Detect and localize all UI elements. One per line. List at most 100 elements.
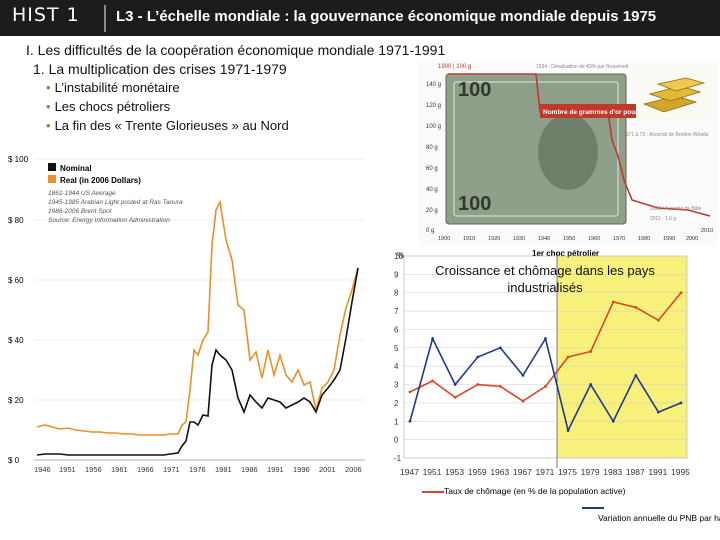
gold-bars-image xyxy=(636,66,712,120)
legend-nominal: Nominal xyxy=(60,164,92,173)
oil-y-tick: $ 60 xyxy=(8,276,24,285)
dollar-x-tick: 2010 xyxy=(701,228,713,234)
oil-nominal-line xyxy=(36,267,359,456)
bullet-oil: Les chocs pétroliers xyxy=(46,97,289,116)
dollar-bill-denomination: 100 xyxy=(458,79,491,101)
growth-y-unit: % xyxy=(397,251,404,260)
unemployment-point xyxy=(679,291,683,295)
slide-header: HIST 1 L3 - L’échelle mondiale : la gouv… xyxy=(0,0,720,36)
header-divider xyxy=(104,5,106,32)
dollar-note-end: 2011 : 1,6 g xyxy=(650,216,676,222)
oil-y-axis: $ 100 $ 80 $ 60 $ 40 $ 20 $ 0 xyxy=(8,155,29,465)
growth-y-tick: 8 xyxy=(394,289,399,298)
oil-note: 1945-1985 Arabian Light posted at Ras Ta… xyxy=(48,199,183,206)
gdp-growth-point xyxy=(589,383,593,386)
oil-gridlines xyxy=(34,158,365,401)
gdp-growth-point xyxy=(634,373,638,377)
oil-real-line xyxy=(36,199,359,436)
oil-x-tick: 1981 xyxy=(215,465,232,474)
section-heading: 1. La multiplication des crises 1971-197… xyxy=(33,61,287,77)
dollar-x-tick: 1930 xyxy=(513,236,525,242)
dollar-y-tick: 0 g xyxy=(426,228,434,234)
unemployment-point xyxy=(521,399,525,403)
unemployment-point xyxy=(566,355,570,359)
unemployment-point xyxy=(498,384,502,388)
oil-shock-annotation: 1er choc pétrolier xyxy=(532,249,599,258)
course-label: HIST 1 xyxy=(12,4,80,26)
gdp-growth-point xyxy=(679,401,683,405)
dollar-y-ticks: 140 g 120 g 100 g 80 g 60 g 40 g 20 g 0 … xyxy=(426,82,441,234)
growth-y-tick: 5 xyxy=(394,344,399,353)
dollar-y-tick: 60 g xyxy=(426,166,438,172)
legend-real: Real (in 2006 Dollars) xyxy=(60,176,141,185)
dollar-x-tick: 1980 xyxy=(638,236,650,242)
dollar-x-tick: 1900 xyxy=(438,236,450,242)
growth-y-ticks: 10 9 8 7 6 5 4 3 2 1 0 -1 xyxy=(394,252,403,463)
dollar-y-tick: 80 g xyxy=(426,145,438,151)
dollar-y-tick: 140 g xyxy=(426,82,441,88)
dollar-bill-denomination-bottom: 100 xyxy=(458,193,491,215)
growth-x-tick: 1947 xyxy=(400,467,419,477)
growth-x-tick: 1983 xyxy=(603,467,622,477)
dollar-y-tick: 120 g xyxy=(426,103,441,109)
post-crisis-highlight xyxy=(557,256,687,458)
oil-x-ticks: 1946 1951 1956 1961 1966 1971 1976 1981 … xyxy=(34,465,362,474)
growth-x-tick: 1979 xyxy=(581,467,600,477)
legend-unemployment: Taux de chômage (en % de la population a… xyxy=(444,486,626,496)
dollar-portrait xyxy=(538,114,598,190)
oil-price-chart: $ 100 $ 80 $ 60 $ 40 $ 20 $ 0 1946 1951 … xyxy=(8,155,365,474)
growth-series xyxy=(408,291,683,433)
oil-y-tick: $ 40 xyxy=(8,336,24,345)
dollar-inset-title-bg xyxy=(540,104,638,118)
growth-y-tick: 6 xyxy=(394,325,399,334)
dollar-x-tick: 1950 xyxy=(563,236,575,242)
growth-x-tick: 1963 xyxy=(490,467,509,477)
dollar-x-tick: 1940 xyxy=(538,236,550,242)
oil-x-tick: 1991 xyxy=(267,465,284,474)
dollar-x-tick: 1920 xyxy=(488,236,500,242)
dollar-x-tick: 1970 xyxy=(613,236,625,242)
unemployment-point xyxy=(431,379,434,383)
growth-x-tick: 1951 xyxy=(423,467,442,477)
oil-y-tick: $ 100 xyxy=(8,155,29,164)
legend-swatch-nominal xyxy=(48,163,56,171)
oil-note: 1986-2006 Brent Spot xyxy=(48,208,113,215)
oil-x-tick: 1996 xyxy=(293,465,310,474)
gdp-growth-point xyxy=(498,346,502,350)
dollar-note-bottom: 2008 : Accords de Bâle xyxy=(650,206,702,212)
oil-x-tick: 1946 xyxy=(34,465,51,474)
dollar-bill-border xyxy=(453,81,619,217)
growth-x-tick: 1971 xyxy=(536,467,555,477)
dollar-x-tick: 1990 xyxy=(663,236,675,242)
growth-y-tick: 2 xyxy=(394,399,399,408)
unemployment-point xyxy=(634,306,638,309)
dollar-y-tick: 20 g xyxy=(426,208,438,214)
oil-note: Source: Energy Information Administratio… xyxy=(48,217,170,224)
bullet-end-growth: La fin des « Trente Glorieuses » au Nord xyxy=(46,116,289,135)
growth-y-tick: -1 xyxy=(394,454,402,463)
growth-x-tick: 1975 xyxy=(558,467,577,477)
legend-swatch-real xyxy=(48,175,56,183)
growth-y-tick: 0 xyxy=(394,436,399,445)
unemployment-point xyxy=(544,384,547,388)
oil-x-tick: 1971 xyxy=(163,465,180,474)
growth-y-tick: 3 xyxy=(394,381,399,390)
gdp-growth-point xyxy=(431,337,434,341)
gdp-growth-point xyxy=(476,355,480,359)
unemployment-point xyxy=(657,318,660,322)
bullet-list: L’instabilité monétaire Les chocs pétrol… xyxy=(46,78,289,135)
oil-x-tick: 2006 xyxy=(345,465,362,474)
oil-y-tick: $ 80 xyxy=(8,216,24,225)
growth-chart-title: Croissance et chômage dans les pays indu… xyxy=(435,263,655,295)
gdp-growth-point xyxy=(544,337,547,341)
unemployment-point xyxy=(611,300,615,304)
gold-bar xyxy=(656,77,706,92)
dollar-x-tick: 1910 xyxy=(463,236,475,242)
oil-x-tick: 1986 xyxy=(241,465,258,474)
growth-x-tick: 1987 xyxy=(626,467,645,477)
growth-unemployment-chart: 1er choc pétrolier % 10 9 8 7 6 5 4 3 2 … xyxy=(394,249,720,523)
gdp-growth-point xyxy=(566,429,570,432)
gold-grams-line xyxy=(448,73,711,217)
growth-y-tick: 7 xyxy=(394,307,399,316)
oil-x-tick: 1976 xyxy=(189,465,206,474)
